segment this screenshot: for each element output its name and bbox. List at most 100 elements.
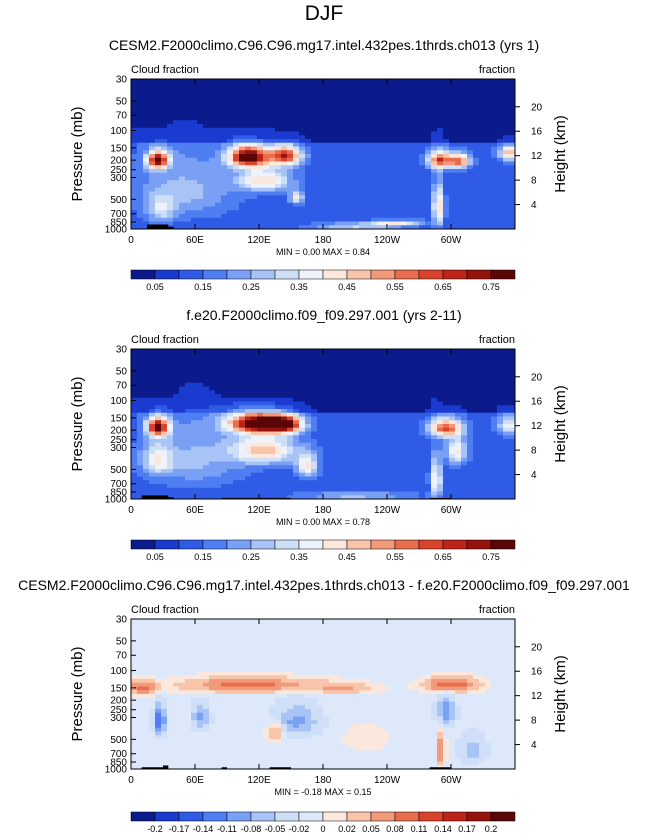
heatmap-cell xyxy=(311,454,318,459)
heatmap-cell xyxy=(485,154,492,159)
heatmap-cell xyxy=(191,446,198,451)
heatmap-cell xyxy=(227,157,234,162)
heatmap-cell xyxy=(497,390,504,395)
heatmap-cell xyxy=(353,150,360,155)
heatmap-cell xyxy=(461,420,468,425)
y-tick-label: 70 xyxy=(116,111,128,122)
heatmap-cell xyxy=(173,446,180,451)
heatmap-cell xyxy=(173,420,180,425)
heatmap-cell xyxy=(341,409,348,414)
heatmap-cell xyxy=(131,180,138,185)
heatmap-cell xyxy=(227,187,234,192)
heatmap-cell xyxy=(143,124,150,129)
heatmap-cell xyxy=(359,127,366,132)
heatmap-cell xyxy=(221,394,228,399)
heatmap-cell xyxy=(491,352,498,357)
heatmap-cell xyxy=(221,94,228,99)
heatmap-cell xyxy=(203,349,210,354)
heatmap-cell xyxy=(179,195,186,200)
heatmap-cell xyxy=(347,416,354,421)
heatmap-cell xyxy=(173,90,180,95)
heatmap-cell xyxy=(353,154,360,159)
heatmap-cell xyxy=(431,154,438,159)
heatmap-cell xyxy=(389,469,396,474)
heatmap-cell xyxy=(413,127,420,132)
heatmap-cell xyxy=(449,420,456,425)
heatmap-cell xyxy=(221,97,228,102)
heatmap-cell xyxy=(215,150,222,155)
heatmap-cell xyxy=(233,206,240,211)
heatmap-cell xyxy=(299,409,306,414)
heatmap-cell xyxy=(167,180,174,185)
heatmap-cell xyxy=(383,480,390,485)
heatmap-cell xyxy=(203,360,210,365)
heatmap-cell xyxy=(359,86,366,91)
heatmap-cell xyxy=(161,450,168,455)
heatmap-cell xyxy=(401,199,408,204)
heatmap-cell xyxy=(173,367,180,372)
heatmap-cell xyxy=(335,371,342,376)
heatmap-cell xyxy=(161,356,168,361)
heatmap-cell xyxy=(419,206,426,211)
heatmap-cell xyxy=(221,386,228,391)
heatmap-cell xyxy=(491,442,498,447)
heatmap-cell xyxy=(281,172,288,177)
heatmap-cell xyxy=(353,109,360,114)
heatmap-cell xyxy=(485,397,492,402)
heatmap-cell xyxy=(263,184,270,189)
heatmap-cell xyxy=(215,184,222,189)
heatmap-cell xyxy=(377,154,384,159)
heatmap-cell xyxy=(323,461,330,466)
heatmap-cell xyxy=(155,442,162,447)
heatmap-cell xyxy=(485,199,492,204)
heatmap-cell xyxy=(227,465,234,470)
heatmap-cell xyxy=(311,109,318,114)
heatmap-cell xyxy=(479,109,486,114)
heatmap-cell xyxy=(143,476,150,481)
heatmap-cell xyxy=(383,206,390,211)
heatmap-cell xyxy=(299,225,306,230)
heatmap-cell xyxy=(413,480,420,485)
heatmap-cell xyxy=(215,461,222,466)
heatmap-cell xyxy=(395,154,402,159)
heatmap-cell xyxy=(167,476,174,481)
heatmap-cell xyxy=(401,476,408,481)
heatmap-cell xyxy=(227,476,234,481)
heatmap-cell xyxy=(443,457,450,462)
heatmap-cell xyxy=(389,454,396,459)
heatmap-cell xyxy=(431,139,438,144)
heatmap-cell xyxy=(191,457,198,462)
heatmap-cell xyxy=(233,390,240,395)
heatmap-cell xyxy=(167,409,174,414)
height-tick-label: 4 xyxy=(531,200,537,211)
heatmap-cell xyxy=(155,405,162,410)
heatmap-cell xyxy=(449,169,456,174)
heatmap-cell xyxy=(137,124,144,129)
heatmap-cell xyxy=(503,454,510,459)
heatmap-cell xyxy=(251,371,258,376)
heatmap-cell xyxy=(383,124,390,129)
heatmap-cell xyxy=(245,180,252,185)
heatmap-cell xyxy=(359,206,366,211)
heatmap-cell xyxy=(449,86,456,91)
heatmap-cell xyxy=(449,206,456,211)
heatmap-cell xyxy=(437,90,444,95)
heatmap-cell xyxy=(215,386,222,391)
right-label: fraction xyxy=(479,64,515,76)
heatmap-cell xyxy=(431,202,438,207)
heatmap-cell xyxy=(233,191,240,196)
heatmap-cell xyxy=(305,469,312,474)
heatmap-cell xyxy=(497,416,504,421)
heatmap-cell xyxy=(353,184,360,189)
heatmap-cell xyxy=(251,146,258,151)
heatmap-cell xyxy=(311,97,318,102)
heatmap-cell xyxy=(479,375,486,380)
heatmap-cell xyxy=(329,416,336,421)
heatmap-cell xyxy=(245,442,252,447)
heatmap-cell xyxy=(473,109,480,114)
heatmap-cell xyxy=(401,202,408,207)
heatmap-cell xyxy=(257,221,264,226)
heatmap-cell xyxy=(197,424,204,429)
heatmap-cell xyxy=(311,442,318,447)
heatmap-cell xyxy=(263,112,270,117)
